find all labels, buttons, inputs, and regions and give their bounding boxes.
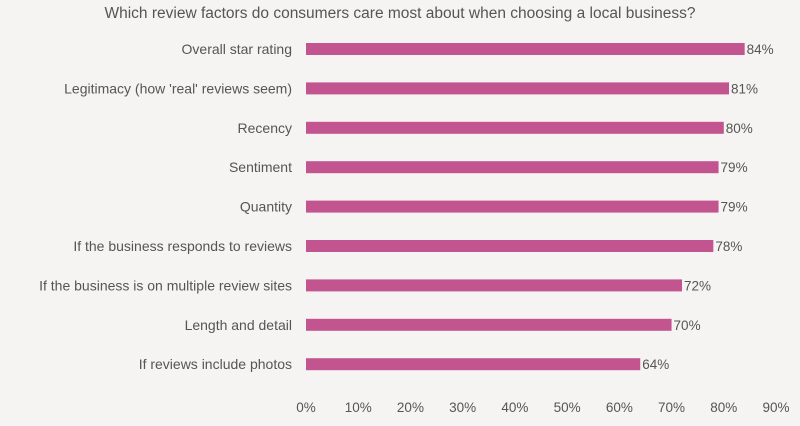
bar (306, 82, 729, 95)
bar (306, 161, 719, 174)
x-tick-label: 60% (606, 400, 633, 415)
category-label: Recency (238, 120, 292, 136)
value-label: 70% (674, 318, 701, 333)
x-tick-label: 50% (554, 400, 581, 415)
value-label: 79% (721, 160, 748, 175)
value-label: 78% (715, 239, 742, 254)
x-tick-label: 20% (397, 400, 424, 415)
category-label: If the business is on multiple review si… (39, 277, 292, 293)
category-label: Length and detail (185, 317, 292, 333)
x-tick-label: 10% (345, 400, 372, 415)
bar (306, 43, 745, 55)
category-label: If the business responds to reviews (73, 238, 292, 254)
value-label: 72% (684, 278, 711, 293)
value-label: 64% (642, 357, 669, 372)
x-tick-label: 30% (449, 400, 476, 415)
x-tick-label: 70% (658, 400, 685, 415)
bar (306, 121, 724, 134)
value-label: 84% (747, 42, 774, 57)
category-label: Quantity (240, 199, 292, 215)
bar (306, 240, 714, 252)
bar (306, 200, 719, 213)
bar (306, 318, 672, 331)
value-label: 79% (721, 200, 748, 215)
chart-title: Which review factors do consumers care m… (104, 5, 696, 22)
category-label: Sentiment (229, 159, 292, 175)
x-tick-label: 90% (762, 400, 789, 415)
x-tick-label: 0% (296, 400, 316, 415)
x-tick-label: 80% (710, 400, 737, 415)
bar (306, 279, 682, 292)
bar (306, 358, 641, 371)
value-label: 80% (726, 121, 753, 136)
category-label: If reviews include photos (139, 356, 292, 372)
x-tick-label: 40% (501, 400, 528, 415)
value-label: 81% (731, 81, 758, 96)
category-label: Legitimacy (how 'real' reviews seem) (64, 80, 292, 96)
category-label: Overall star rating (182, 41, 292, 57)
